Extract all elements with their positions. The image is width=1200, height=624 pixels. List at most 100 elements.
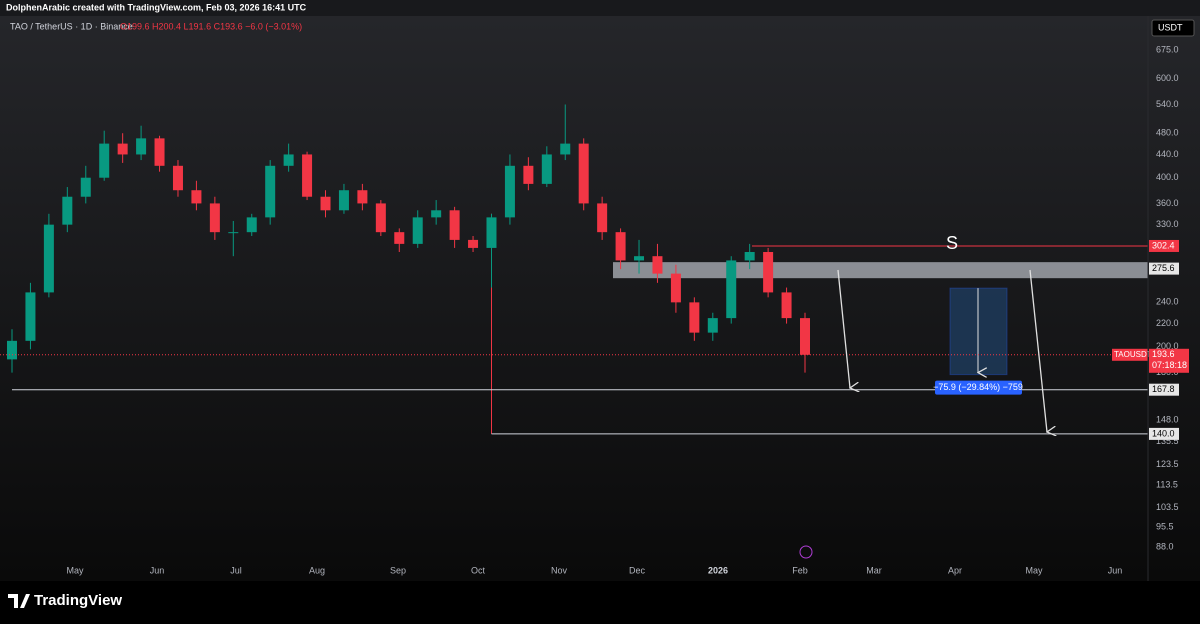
y-tick-label: 360.0 — [1156, 198, 1179, 208]
candle-body — [670, 273, 681, 303]
header-bar — [0, 0, 1200, 16]
candle-body — [652, 256, 663, 274]
y-tick-label: 135.5 — [1156, 436, 1179, 446]
candle-body — [136, 138, 147, 155]
x-tick-label: Mar — [866, 565, 882, 575]
y-tick-label: 113.5 — [1156, 479, 1178, 489]
plot-area — [0, 16, 1200, 581]
y-tick-label: 480.0 — [1156, 128, 1179, 138]
level-box — [1149, 383, 1179, 396]
logo-icon — [8, 594, 30, 608]
level-box — [1149, 262, 1179, 275]
brand: TradingView — [34, 592, 122, 609]
level-label: 167.8 — [1152, 384, 1175, 394]
candle-body — [449, 210, 460, 240]
y-tick-label: 440.0 — [1156, 149, 1179, 159]
level-box — [1149, 239, 1179, 252]
candle-body — [99, 143, 110, 178]
candle-body — [283, 154, 294, 166]
currency: USDT — [1158, 22, 1183, 32]
x-tick-label: Aug — [309, 565, 325, 575]
footer — [0, 583, 1200, 619]
candle-body — [468, 239, 479, 248]
x-tick-label: Jun — [150, 565, 165, 575]
y-tick-label: 240.0 — [1156, 297, 1179, 307]
candle-body — [172, 165, 183, 191]
candle-body — [634, 256, 645, 261]
candle-body — [25, 292, 36, 341]
candle-body — [7, 340, 17, 360]
candle-body — [412, 217, 423, 244]
symbol: TAO / TetherUS · 1D · Binance — [10, 21, 133, 31]
candle-body — [375, 203, 386, 233]
x-tick-label: Jul — [230, 565, 242, 575]
x-tick-label: Apr — [948, 565, 962, 575]
countdown: 07:18:18 — [1152, 360, 1187, 370]
candle-body — [800, 318, 810, 355]
last-price-label: 193.6 — [1152, 349, 1175, 359]
x-tick-label: May — [1025, 565, 1043, 575]
measure-label-box — [935, 380, 1022, 395]
signal: S — [946, 233, 958, 253]
currency-box — [1151, 19, 1195, 37]
candle-body — [726, 260, 737, 319]
candle-body — [394, 232, 405, 244]
candle-body — [154, 138, 165, 166]
level-label: 275.6 — [1152, 263, 1175, 273]
candle-body — [578, 143, 589, 204]
candle-body — [338, 190, 349, 211]
candle-body — [763, 252, 774, 293]
y-tick-label: 95.5 — [1156, 522, 1174, 532]
candle-body — [781, 292, 792, 319]
candle-body — [523, 165, 534, 184]
x-tick-label: Jun — [1108, 565, 1123, 575]
candle-body — [43, 224, 54, 293]
arrow — [837, 269, 850, 388]
ticker: TAOUSDT — [1114, 350, 1152, 359]
candle-body — [209, 203, 220, 233]
event-icon[interactable] — [799, 545, 813, 559]
candle-body — [560, 143, 571, 155]
credit: DolphenArabic created with TradingView.c… — [6, 2, 307, 12]
candle-body — [615, 232, 626, 261]
arrow — [1029, 269, 1047, 432]
y-tick-label: 88.0 — [1156, 542, 1174, 552]
candle-body — [707, 318, 718, 333]
candle-body — [80, 177, 91, 197]
x-tick-label: Dec — [629, 565, 646, 575]
candle-body — [541, 154, 552, 184]
y-tick-label: 200.0 — [1156, 341, 1179, 351]
x-tick-label: May — [66, 565, 84, 575]
ticker-box — [1112, 348, 1148, 361]
y-tick-label: 123.5 — [1156, 459, 1179, 469]
y-tick-label: 330.0 — [1156, 219, 1179, 229]
candle-body — [504, 165, 515, 218]
x-tick-label: Oct — [471, 565, 486, 575]
ohlc: O199.6 H200.4 L191.6 C193.6 −6.0 (−3.01%… — [120, 21, 302, 31]
level-box — [1149, 427, 1179, 440]
y-tick-label: 675.0 — [1156, 44, 1179, 54]
candle-body — [744, 252, 755, 261]
x-tick-label: Feb — [792, 565, 808, 575]
last-price-box — [1149, 348, 1189, 373]
y-tick-label: 148.0 — [1156, 415, 1179, 425]
y-tick-label: 600.0 — [1156, 73, 1179, 83]
x-tick-label: 2026 — [708, 565, 728, 575]
candle-body — [320, 196, 331, 211]
zone — [613, 262, 1148, 279]
candle-body — [302, 154, 313, 197]
candle-body — [486, 217, 497, 248]
candle-body — [62, 196, 73, 225]
level-label: 140.0 — [1152, 428, 1175, 438]
measure-label: −75.9 (−29.84%) −759 — [933, 382, 1023, 392]
candle-body — [246, 217, 257, 233]
candle-body — [689, 302, 700, 333]
candle-body — [265, 165, 276, 218]
candle-body — [228, 232, 239, 234]
y-tick-label: 103.5 — [1156, 502, 1179, 512]
x-tick-label: Sep — [390, 565, 406, 575]
candle-body — [597, 203, 608, 233]
y-tick-label: 220.0 — [1156, 318, 1179, 328]
